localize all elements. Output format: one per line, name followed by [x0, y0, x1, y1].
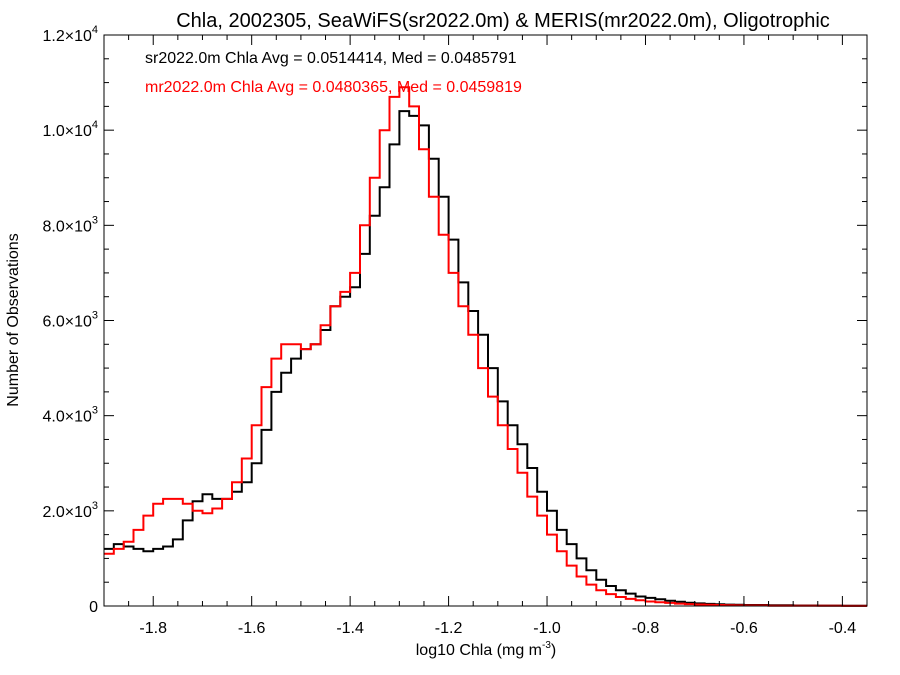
x-tick-label: -1.6 — [238, 620, 266, 637]
chart-title: Chla, 2002305, SeaWiFS(sr2022.0m) & MERI… — [176, 10, 830, 32]
x-axis-label-sup: -3 — [542, 640, 551, 651]
y-tick-label: 2.0×103 — [42, 500, 98, 521]
y-tick-label: 8.0×103 — [42, 214, 98, 235]
x-axis-label-close: ) — [551, 642, 556, 659]
x-tick-label: -0.8 — [632, 620, 660, 637]
y-tick-label: 0 — [89, 599, 98, 616]
x-axis-label: log10 Chla (mg m-3) — [416, 640, 557, 659]
x-tick-label: -1.0 — [533, 620, 561, 637]
y-tick-label: 4.0×103 — [42, 405, 98, 426]
x-axis-label-text: log10 Chla (mg m — [416, 642, 542, 659]
plot-frame — [103, 34, 868, 607]
y-tick-label: 1.0×104 — [42, 119, 98, 140]
x-tick-label: -1.4 — [336, 620, 364, 637]
x-tick-label: -1.2 — [435, 620, 463, 637]
annotation-mr-stats: mr2022.0m Chla Avg = 0.0480365, Med = 0.… — [145, 79, 522, 96]
ticks-layer: -1.8 -1.6 -1.4 -1.2 -1.0 -0.8 -0.6 -0.4 0 2.0×103… — [42, 24, 868, 637]
y-axis-label: Number of Observations — [5, 233, 22, 406]
series-line-1 — [104, 86, 867, 607]
series-line-0 — [104, 110, 867, 607]
x-tick-label: -0.6 — [730, 620, 758, 637]
series-layer — [104, 86, 867, 607]
x-tick-label: -1.8 — [139, 620, 167, 637]
y-tick-label: 1.2×104 — [42, 24, 98, 45]
y-tick-label: 6.0×103 — [42, 310, 98, 331]
annotation-sr-stats: sr2022.0m Chla Avg = 0.0514414, Med = 0.… — [145, 50, 517, 67]
x-tick-label: -0.4 — [829, 620, 857, 637]
